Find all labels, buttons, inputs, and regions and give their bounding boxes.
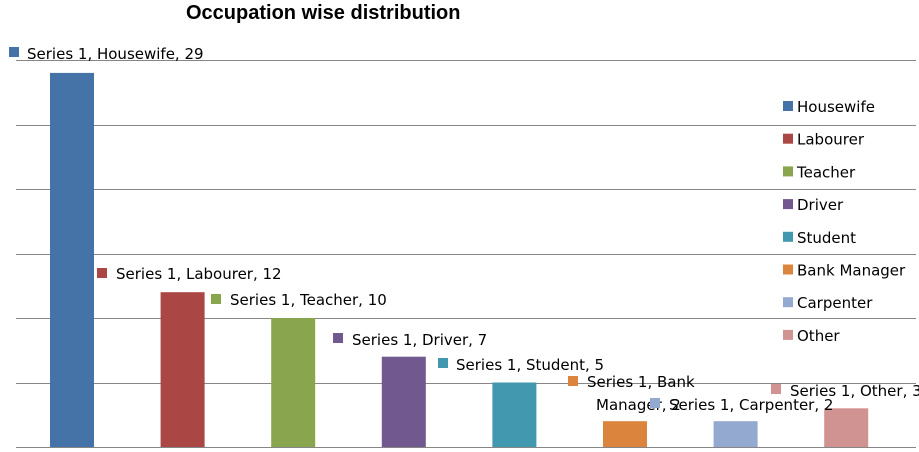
- legend-label: Teacher: [796, 163, 856, 181]
- bar-bank-manager: [603, 421, 647, 447]
- data-label: Series 1, Other, 3: [790, 382, 919, 400]
- data-label-marker: [568, 376, 578, 386]
- bar-teacher: [271, 318, 316, 447]
- data-label: Series 1, Student, 5: [456, 356, 604, 374]
- bar-driver: [381, 356, 426, 447]
- data-label-marker: [333, 333, 343, 343]
- legend-swatch: [783, 264, 793, 275]
- data-label-marker: [9, 47, 19, 57]
- legend-swatch: [783, 166, 793, 177]
- bars-layer: [50, 72, 869, 448]
- legend-label: Housewife: [797, 98, 875, 116]
- legend-label: Driver: [797, 196, 844, 214]
- data-label: Series 1, Teacher, 10: [230, 291, 387, 309]
- legend-label: Other: [797, 327, 840, 345]
- data-label: Series 1, Carpenter, 2: [669, 396, 833, 414]
- legend-swatch: [783, 297, 793, 308]
- legend: Housewife Labourer Teacher Driver Student Ban…: [783, 98, 906, 345]
- chart-title: Occupation wise distribution: [186, 2, 461, 24]
- data-labels-layer: Series 1, Housewife, 29 Series 1, Laboure…: [9, 45, 919, 414]
- data-label-marker: [97, 268, 107, 278]
- legend-label: Student: [797, 229, 856, 247]
- legend-swatch: [783, 199, 793, 210]
- legend-label: Bank Manager: [797, 262, 906, 280]
- data-label: Series 1, Bank: [587, 373, 695, 391]
- data-label: Series 1, Driver, 7: [352, 331, 487, 349]
- bar-student: [492, 382, 537, 447]
- data-label: Series 1, Housewife, 29: [27, 45, 204, 63]
- legend-swatch: [783, 329, 793, 340]
- legend-swatch: [783, 101, 793, 111]
- legend-label: Carpenter: [797, 294, 873, 312]
- bar-labourer: [160, 292, 205, 447]
- bar-carpenter: [713, 421, 758, 447]
- bar-housewife: [50, 72, 94, 448]
- legend-label: Labourer: [797, 131, 865, 149]
- data-label-marker: [771, 384, 781, 394]
- data-label-marker: [211, 294, 221, 304]
- legend-swatch: [783, 133, 793, 144]
- bar-other: [824, 408, 869, 447]
- grid-layer: [16, 60, 916, 448]
- data-label: Series 1, Labourer, 12: [116, 265, 282, 283]
- data-label-marker: [438, 358, 448, 368]
- data-label-marker: [650, 398, 660, 408]
- legend-swatch: [783, 231, 793, 242]
